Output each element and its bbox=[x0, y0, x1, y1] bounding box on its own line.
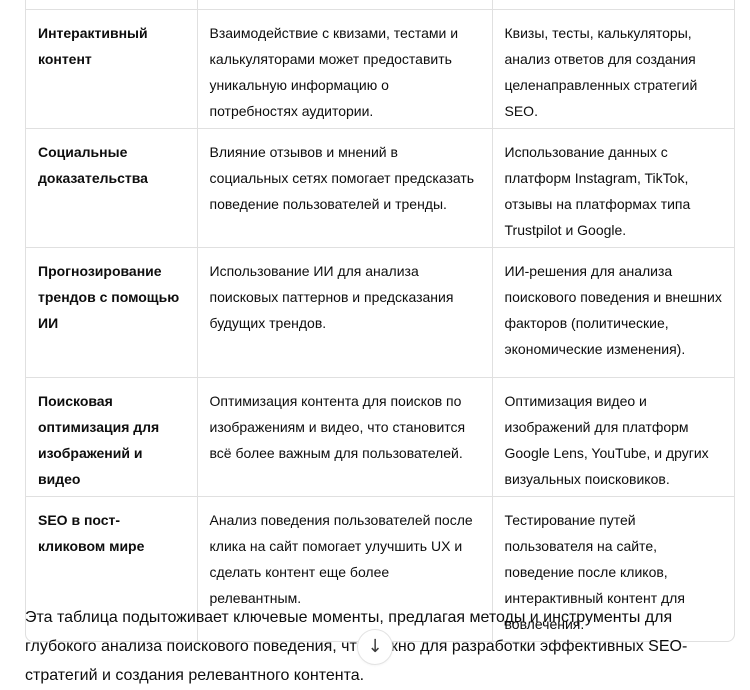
table-cell-tools: ИИ-решения для анализа поискового поведе… bbox=[492, 247, 734, 378]
table-cell-description: Взаимодействие с квизами, тестами и каль… bbox=[197, 9, 493, 129]
table-row: SEO в пост-кликовом мире Анализ поведени… bbox=[26, 496, 734, 641]
table-cell-empty bbox=[492, 0, 734, 10]
table-cell-empty bbox=[26, 0, 198, 10]
table-cell-tools: Использование данных с платформ Instagra… bbox=[492, 128, 734, 248]
table-cell-description: Оптимизация контента для поисков по изоб… bbox=[197, 377, 493, 497]
table-cell-tools: Квизы, тесты, калькуляторы, анализ ответ… bbox=[492, 9, 734, 129]
down-arrow-icon: ↓ bbox=[367, 636, 383, 657]
table-row: Интерактивный контент Взаимодействие с к… bbox=[26, 9, 734, 129]
table-row: Прогнозирование трендов с помощью ИИ Исп… bbox=[26, 247, 734, 378]
scroll-to-bottom-button[interactable]: ↓ bbox=[357, 629, 393, 665]
table-row-clipped bbox=[26, 0, 734, 10]
table-cell-description: Использование ИИ для анализа поисковых п… bbox=[197, 247, 493, 378]
table-cell-topic: Интерактивный контент bbox=[26, 9, 198, 129]
table-cell-description: Влияние отзывов и мнений в социальных се… bbox=[197, 128, 493, 248]
table-cell-topic: Поисковая оптимизация для изображений и … bbox=[26, 377, 198, 497]
table-cell-description: Анализ поведения пользователей после кли… bbox=[197, 496, 493, 641]
seo-methods-table: Интерактивный контент Взаимодействие с к… bbox=[25, 0, 735, 642]
table-cell-tools: Тестирование путей пользователя на сайте… bbox=[504, 511, 685, 632]
table-cell-empty bbox=[197, 0, 493, 10]
table-row: Социальные доказательства Влияние отзыво… bbox=[26, 128, 734, 248]
table: Интерактивный контент Взаимодействие с к… bbox=[26, 0, 734, 641]
table-cell-topic: Прогнозирование трендов с помощью ИИ bbox=[26, 247, 198, 378]
table-cell-tools: Оптимизация видео и изображений для плат… bbox=[492, 377, 734, 497]
table-cell-topic: Социальные доказательства bbox=[26, 128, 198, 248]
table-cell-topic: SEO в пост-кликовом мире bbox=[26, 496, 198, 641]
table-row: Поисковая оптимизация для изображений и … bbox=[26, 377, 734, 497]
